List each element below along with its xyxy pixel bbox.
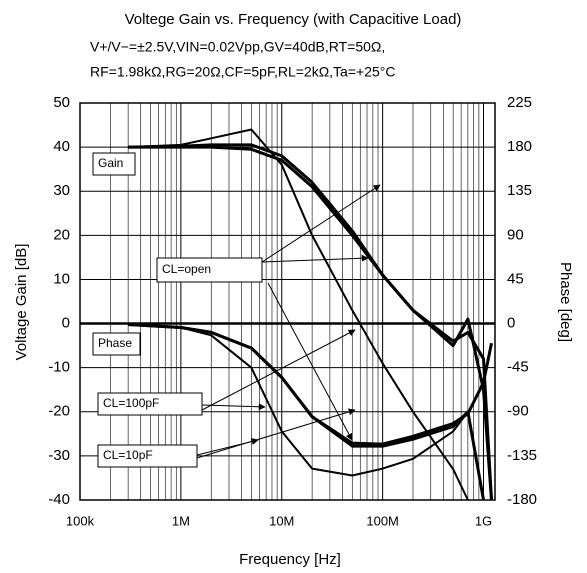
annotation-box [97,444,198,468]
y2-tick-label: 45 [507,270,524,287]
y2-tick-label: 135 [507,182,532,199]
x-axis-label: Frequency [Hz] [239,551,341,568]
x-tick-label: 1M [172,513,190,528]
y-tick-label: 30 [53,182,70,199]
annotation: Phase [98,336,132,350]
y2-axis-label: Phase [deg] [557,262,574,342]
annotation-arrow [196,408,356,459]
annotation-box [156,257,263,283]
y2-tick-label: -90 [507,403,529,420]
y2-tick-label: -135 [507,447,537,464]
annotation-arrow [267,282,353,441]
annotation-box [92,152,136,176]
subtitle: V+/V−=±2.5V,VIN=0.02Vpp,GV=40dB,RT=50Ω, [90,39,385,55]
y-tick-label: -40 [48,491,70,508]
y2-tick-label: 180 [507,138,532,155]
annotation-arrow [261,184,381,263]
y2-tick-label: -45 [507,359,529,376]
plot-frame [79,102,496,501]
y-tick-label: 50 [53,94,70,111]
y-tick-label: -10 [48,359,70,376]
x-tick-label: 100M [366,513,399,528]
y2-tick-label: 90 [507,226,524,243]
annotation-box [92,332,141,356]
annotation: CL=10pF [103,448,153,462]
x-tick-label: 100k [66,513,95,528]
x-tick-label: 1G [475,513,492,528]
y2-tick-label: -180 [507,491,537,508]
y-tick-label: -20 [48,403,70,420]
chart-title: Voltege Gain vs. Frequency (with Capacit… [125,11,462,28]
y2-tick-label: 225 [507,94,532,111]
annotation-arrow [261,254,369,263]
annotation: Gain [98,156,123,170]
y-tick-label: 10 [53,270,70,287]
subtitle: RF=1.98kΩ,RG=20Ω,CF=5pF,RL=2kΩ,Ta=+25°C [90,64,395,80]
series-line [128,323,493,446]
annotation: CL=100pF [103,396,159,410]
annotation: CL=open [162,262,211,276]
y-axis-label: Voltage Gain [dB] [13,244,30,361]
series-line [128,143,493,501]
series-line [128,145,493,501]
annotation-arrow [201,329,356,411]
y-tick-label: 40 [53,138,70,155]
series-line [128,323,485,501]
series-line [128,323,485,501]
y-tick-label: -30 [48,447,70,464]
annotation-box [97,392,203,416]
y-tick-label: 0 [62,315,70,332]
annotation-arrow [201,403,266,411]
x-tick-label: 10M [269,513,294,528]
y2-tick-label: 0 [507,315,515,332]
y-tick-label: 20 [53,226,70,243]
